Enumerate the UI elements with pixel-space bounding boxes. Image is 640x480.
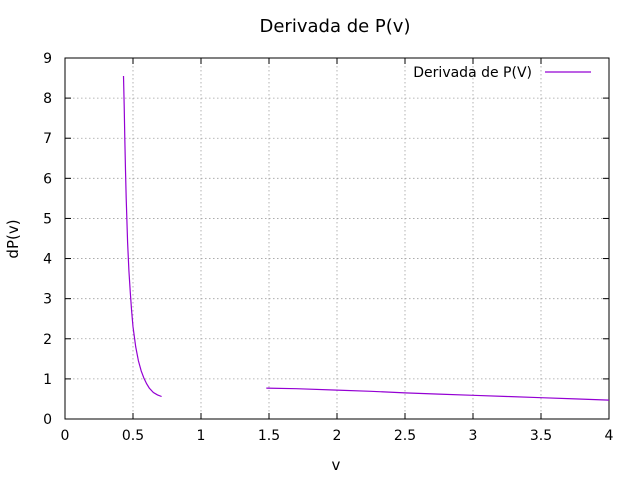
- series-layer: [122, 75, 610, 401]
- x-tick-label: 3: [469, 428, 478, 444]
- y-tick-label: 3: [43, 292, 52, 308]
- y-tick-label: 5: [43, 211, 52, 227]
- grid-layer: [65, 58, 609, 419]
- series-line: [266, 387, 610, 401]
- series-line: [122, 75, 162, 398]
- tick-layer: 0 0.5 1 1.5 2 2.5 3 3.5 4 0 1 2 3 4 5 6 7 8 9: [43, 51, 613, 444]
- x-tick-label: 1.5: [258, 428, 280, 444]
- x-tick-label: 4: [605, 428, 614, 444]
- x-tick-label: 0.5: [122, 428, 144, 444]
- x-tick-label: 1: [197, 428, 206, 444]
- chart-title: Derivada de P(v): [260, 16, 411, 37]
- y-tick-label: 6: [43, 171, 52, 187]
- y-tick-label: 1: [43, 372, 52, 388]
- x-tick-label: 2: [333, 428, 342, 444]
- y-tick-label: 0: [43, 412, 52, 428]
- y-tick-label: 7: [43, 131, 52, 147]
- x-tick-label: 0: [61, 428, 70, 444]
- x-tick-label: 2.5: [394, 428, 416, 444]
- legend-label: Derivada de P(V): [413, 65, 532, 81]
- y-tick-label: 4: [43, 252, 52, 268]
- y-axis-label: dP(v): [4, 219, 22, 258]
- legend: Derivada de P(V): [413, 65, 591, 81]
- x-tick-label: 3.5: [530, 428, 552, 444]
- x-axis-label: v: [332, 456, 341, 474]
- y-tick-label: 8: [43, 91, 52, 107]
- y-tick-label: 9: [43, 51, 52, 67]
- y-tick-label: 2: [43, 332, 52, 348]
